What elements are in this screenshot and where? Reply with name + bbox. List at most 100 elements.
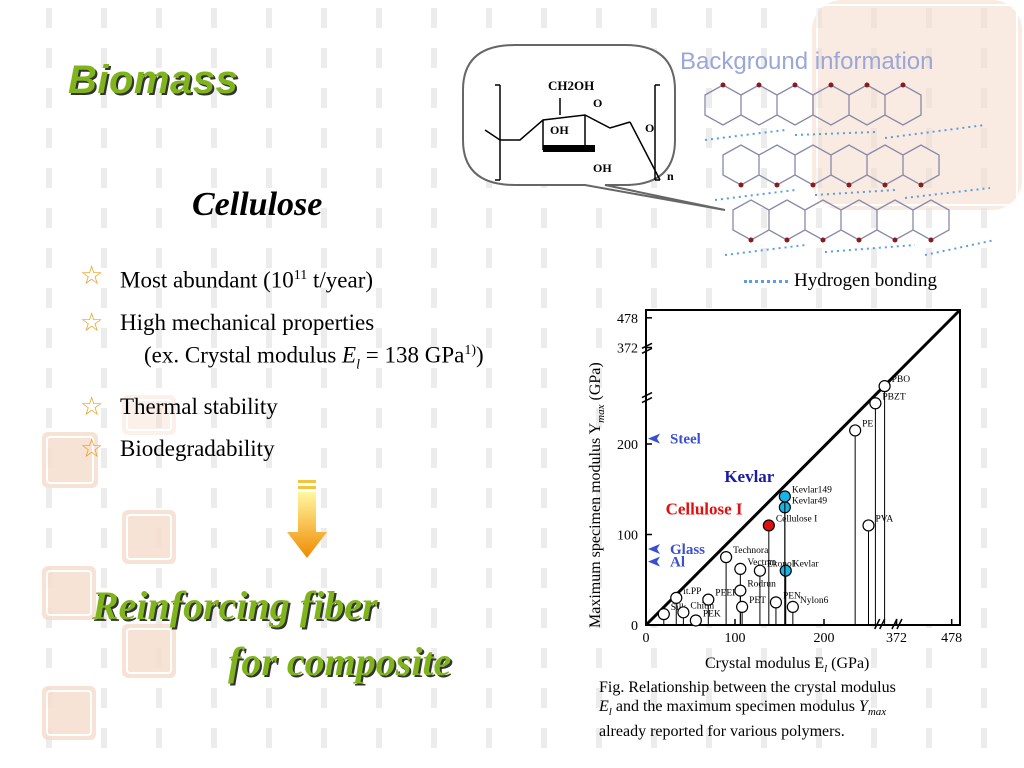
glucose-ring xyxy=(484,84,661,181)
oxygen-atoms xyxy=(720,82,934,243)
background-information-label: Background information xyxy=(680,48,934,75)
star-icon: ☆ xyxy=(80,391,104,421)
y-tick-label: 200 xyxy=(617,438,638,453)
y-axis-break xyxy=(641,342,653,354)
x-tick-label: 100 xyxy=(725,631,746,646)
x-axis-break xyxy=(874,618,886,630)
y-tick-label: 372 xyxy=(617,342,638,357)
y-tick-label: 100 xyxy=(617,529,638,544)
reference-arrow-icon xyxy=(648,543,660,554)
data-point xyxy=(720,551,733,564)
point-label: PEN xyxy=(783,591,801,601)
y-axis-break xyxy=(641,391,653,404)
point-label: Kevlar49 xyxy=(792,496,828,506)
point-label: Vectran xyxy=(747,558,776,568)
ring-bond-bold xyxy=(543,145,595,152)
bullet-item: ☆ Most abundant (1011 t/year) xyxy=(80,261,374,293)
hydrogen-bonding-legend: Hydrogen bonding xyxy=(744,270,937,292)
hydrogen-bonding-label: Hydrogen bonding xyxy=(794,270,938,291)
reference-arrow-icon xyxy=(648,556,660,567)
data-point xyxy=(753,564,767,577)
star-icon: ☆ xyxy=(80,261,104,290)
point-label: PBZT xyxy=(882,392,905,402)
for-composite-text: for composite xyxy=(228,639,452,684)
x-tick-label: 372 xyxy=(886,631,907,646)
point-label: PE xyxy=(862,419,873,429)
data-point xyxy=(734,562,747,575)
star-icon: ☆ xyxy=(80,307,104,337)
data-point xyxy=(702,593,715,606)
point-label: it.PP xyxy=(683,587,701,597)
decorative-stamp xyxy=(122,624,176,678)
decorative-stamp xyxy=(122,395,176,435)
decorative-logo-watermark xyxy=(812,0,1022,210)
y-tick-label: 478 xyxy=(617,312,638,327)
reference-label: Steel xyxy=(670,432,701,448)
point-label: PEK xyxy=(703,609,721,619)
dotted-line-icon xyxy=(744,280,788,284)
reference-label: Al xyxy=(670,555,685,571)
data-point xyxy=(734,584,747,597)
point-label: Rodrun xyxy=(747,580,776,590)
y-axis-label: Maximum specimen modulus Ymax (GPa) xyxy=(587,362,607,628)
data-point xyxy=(878,380,891,393)
oh-label-1: OH xyxy=(550,123,569,137)
decorative-stamp xyxy=(122,510,176,564)
cellulose-highlight-label: Cellulose I xyxy=(666,500,743,519)
point-label: Chitin xyxy=(690,601,714,611)
ring-oxygen-label: O xyxy=(593,96,602,110)
data-point xyxy=(769,596,783,609)
point-label: Technora xyxy=(733,546,769,556)
down-arrow-icon xyxy=(287,480,327,558)
data-point xyxy=(849,424,862,437)
data-point xyxy=(779,564,792,577)
diagonal-line xyxy=(644,308,962,627)
data-point xyxy=(736,600,749,613)
x-tick-label: 200 xyxy=(814,631,835,646)
figure-caption: Fig. Relationship between the crystal mo… xyxy=(599,679,896,741)
data-point xyxy=(657,608,670,621)
bullet-subline: (ex. Crystal modulus El = 138 GPa1)) xyxy=(144,342,484,372)
decorative-stamp xyxy=(42,566,96,620)
point-label: PET xyxy=(749,596,766,606)
decorative-stamp xyxy=(42,432,98,488)
kevlar-highlight-label: Kevlar xyxy=(724,467,774,486)
bullet-item: ☆ Biodegradability xyxy=(80,433,275,463)
cellulose-network xyxy=(704,84,950,241)
point-label: Kevlar xyxy=(793,560,820,570)
bullet-list: ☆ Most abundant (1011 t/year) ☆ High mecha… xyxy=(80,262,484,477)
x-axis-label: Crystal modulus El (GPa) xyxy=(705,655,869,675)
x-tick-label: 478 xyxy=(941,631,962,646)
reinforcing-fiber-text: Reinforcing fiber xyxy=(92,583,378,628)
decorative-stamp xyxy=(42,686,96,740)
bullet-item: ☆ High mechanical properties (ex. Crystal… xyxy=(80,307,484,379)
x-axis-break xyxy=(891,618,903,630)
point-label: Nylon6 xyxy=(800,596,829,606)
reference-arrow-icon xyxy=(648,433,660,444)
hydrogen-bonds xyxy=(704,124,996,256)
data-point xyxy=(689,614,702,627)
cellulose-structure-diagram: CH2OH O OH OH O n xyxy=(462,44,996,256)
point-label: PEEK xyxy=(715,589,739,599)
x-tick-label: 0 xyxy=(643,631,650,646)
point-label: PBO xyxy=(892,375,911,385)
link-oxygen-label: O xyxy=(645,121,654,135)
ch2oh-label: CH2OH xyxy=(548,78,594,93)
repeat-n-label: n xyxy=(667,169,674,183)
reference-label: Glass xyxy=(670,542,705,558)
data-point xyxy=(677,606,690,619)
speech-bubble xyxy=(462,44,726,211)
y-tick-label: 0 xyxy=(631,619,638,634)
point-label: Kevlar149 xyxy=(792,485,832,495)
oh-label-2: OH xyxy=(593,161,612,175)
star-icon: ☆ xyxy=(80,433,104,463)
point-label: Silk xyxy=(671,603,687,613)
bullet-item: ☆ Thermal stability xyxy=(80,391,278,421)
slide-subtitle: Cellulose xyxy=(192,186,323,223)
data-point xyxy=(778,490,791,503)
data-point xyxy=(862,519,875,532)
slide-title: Biomass xyxy=(68,58,239,102)
data-point xyxy=(762,519,775,532)
point-label: Ekonol xyxy=(767,560,795,570)
